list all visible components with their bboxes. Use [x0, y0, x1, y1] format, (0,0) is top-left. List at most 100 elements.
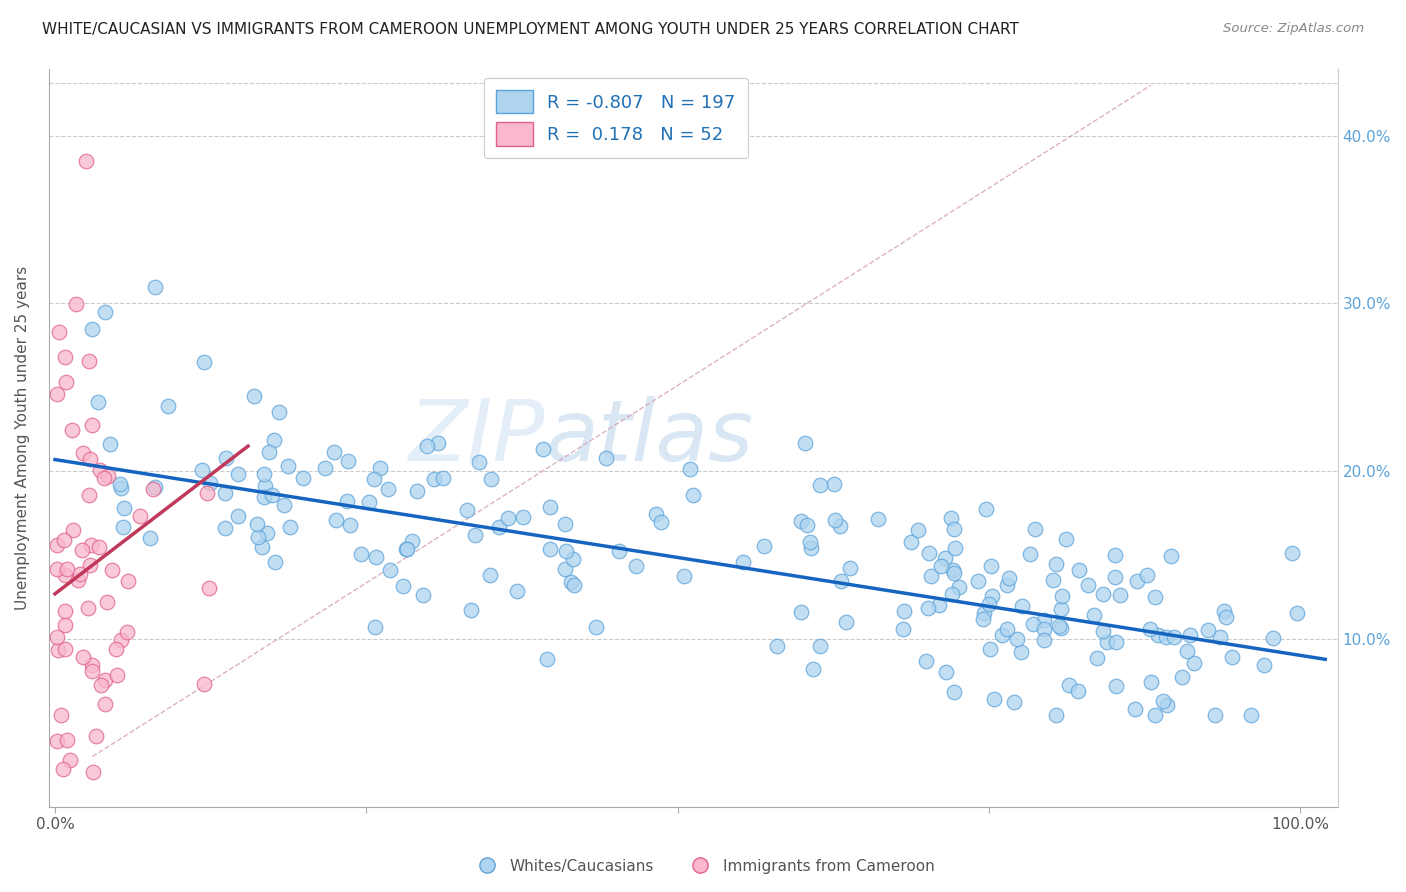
Point	[624, 559, 647, 574]
Point	[101, 563, 124, 577]
Text: atlas: atlas	[546, 396, 754, 479]
Point	[72, 446, 94, 460]
Point	[595, 451, 617, 466]
Point	[941, 511, 963, 525]
Point	[427, 436, 450, 450]
Point	[1104, 548, 1126, 562]
Point	[142, 482, 165, 496]
Point	[193, 355, 215, 369]
Point	[263, 433, 285, 447]
Point	[754, 539, 776, 553]
Point	[193, 677, 215, 691]
Point	[214, 521, 236, 535]
Point	[243, 389, 266, 403]
Point	[790, 514, 813, 528]
Point	[105, 667, 128, 681]
Point	[468, 455, 491, 469]
Point	[1175, 644, 1198, 658]
Point	[488, 520, 510, 534]
Point	[104, 641, 127, 656]
Point	[995, 578, 1018, 592]
Point	[56, 732, 79, 747]
Point	[990, 628, 1012, 642]
Point	[1204, 707, 1226, 722]
Point	[1281, 546, 1303, 560]
Point	[325, 512, 347, 526]
Point	[52, 762, 75, 776]
Point	[1057, 678, 1080, 692]
Point	[117, 574, 139, 589]
Point	[228, 508, 250, 523]
Point	[370, 461, 392, 475]
Point	[378, 563, 401, 577]
Text: ZIP: ZIP	[409, 396, 546, 479]
Point	[257, 445, 280, 459]
Point	[264, 555, 287, 569]
Point	[112, 501, 135, 516]
Point	[765, 640, 787, 654]
Point	[934, 550, 956, 565]
Legend: Whites/Caucasians, Immigrants from Cameroon: Whites/Caucasians, Immigrants from Camer…	[465, 853, 941, 880]
Point	[979, 641, 1001, 656]
Point	[82, 765, 104, 780]
Point	[555, 543, 578, 558]
Point	[562, 552, 585, 566]
Point	[314, 461, 336, 475]
Point	[87, 540, 110, 554]
Point	[1126, 574, 1149, 588]
Point	[53, 350, 76, 364]
Point	[138, 532, 160, 546]
Point	[200, 476, 222, 491]
Point	[457, 502, 479, 516]
Text: Source: ZipAtlas.com: Source: ZipAtlas.com	[1223, 22, 1364, 36]
Point	[900, 534, 922, 549]
Point	[1077, 577, 1099, 591]
Point	[1156, 698, 1178, 712]
Point	[79, 558, 101, 573]
Point	[917, 546, 939, 560]
Point	[46, 538, 69, 552]
Point	[1069, 563, 1091, 577]
Point	[1104, 570, 1126, 584]
Point	[907, 524, 929, 538]
Point	[395, 541, 418, 556]
Point	[215, 450, 238, 465]
Point	[943, 522, 966, 536]
Point	[808, 639, 831, 653]
Point	[82, 665, 104, 679]
Point	[253, 479, 276, 493]
Point	[973, 606, 995, 620]
Point	[998, 571, 1021, 585]
Point	[110, 632, 132, 647]
Point	[920, 569, 942, 583]
Point	[256, 525, 278, 540]
Point	[1285, 607, 1308, 621]
Point	[391, 579, 413, 593]
Point	[60, 423, 83, 437]
Point	[143, 279, 166, 293]
Point	[77, 488, 100, 502]
Point	[1152, 693, 1174, 707]
Point	[111, 520, 134, 534]
Point	[1091, 587, 1114, 601]
Point	[941, 587, 963, 601]
Point	[823, 477, 845, 491]
Point	[48, 642, 70, 657]
Point	[1215, 610, 1237, 624]
Point	[479, 473, 502, 487]
Point	[538, 500, 561, 515]
Point	[432, 471, 454, 485]
Point	[560, 575, 582, 590]
Point	[69, 567, 91, 582]
Point	[51, 707, 73, 722]
Point	[980, 559, 1002, 574]
Point	[422, 472, 444, 486]
Point	[82, 321, 104, 335]
Point	[1045, 707, 1067, 722]
Point	[77, 600, 100, 615]
Point	[253, 490, 276, 504]
Point	[260, 488, 283, 502]
Point	[1033, 622, 1056, 636]
Point	[195, 486, 218, 500]
Point	[828, 519, 851, 533]
